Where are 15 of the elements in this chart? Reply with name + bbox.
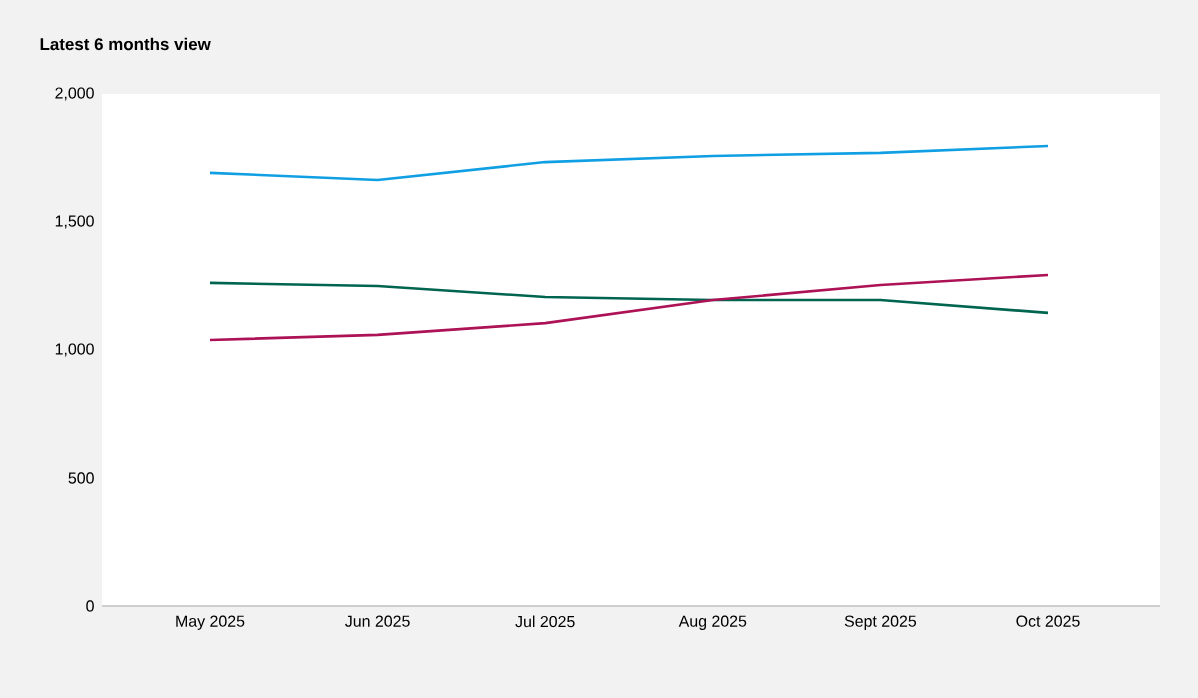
y-tick-label: 1,000 bbox=[55, 343, 94, 357]
x-tick-label: Jul 2025 bbox=[515, 615, 575, 628]
line-series bbox=[208, 144, 1050, 182]
y-tick-label: 500 bbox=[68, 472, 94, 484]
x-tick-label: May 2025 bbox=[176, 615, 245, 630]
y-tick-label: 2,000 bbox=[55, 87, 94, 101]
line-series bbox=[208, 273, 1050, 342]
x-tick-label: Aug 2025 bbox=[678, 615, 747, 630]
y-tick-label: 1,500 bbox=[55, 215, 94, 229]
chart-title: Latest 6 months view bbox=[40, 37, 211, 51]
line-series bbox=[208, 281, 1050, 315]
x-tick-label: Jun 2025 bbox=[345, 615, 410, 627]
y-tick-label: 0 bbox=[86, 600, 94, 612]
x-tick-label: Sept 2025 bbox=[844, 615, 917, 630]
x-tick-label: Oct 2025 bbox=[1016, 615, 1080, 627]
